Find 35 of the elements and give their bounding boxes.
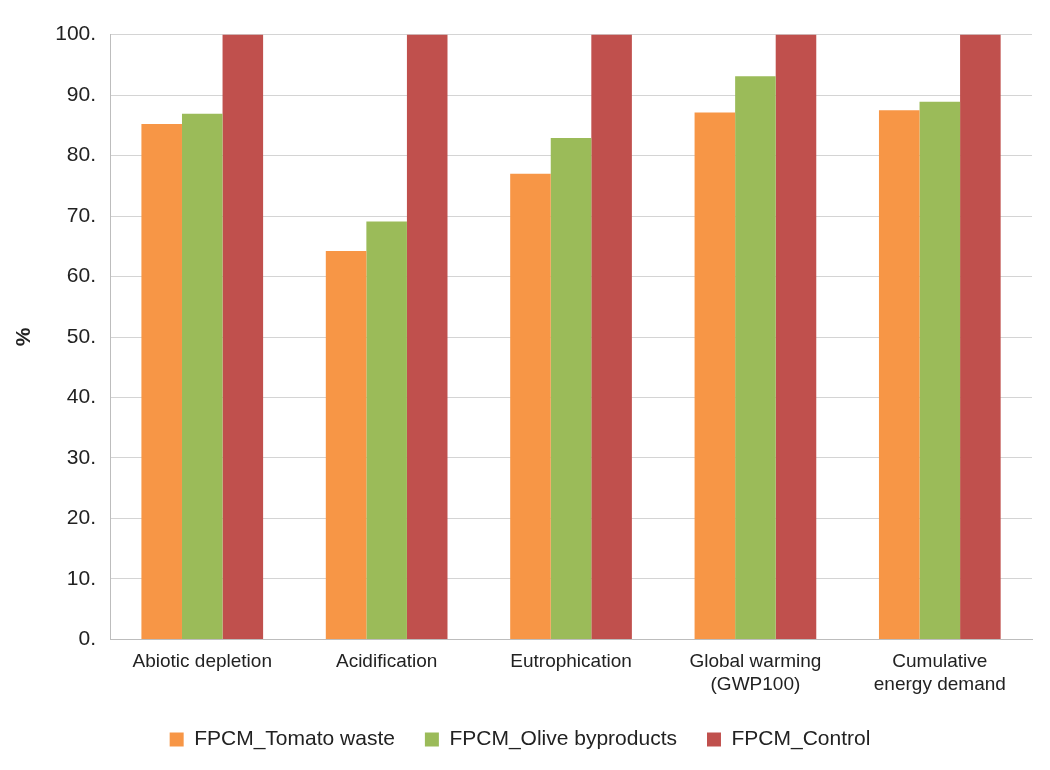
y-tick-label: 20.	[66, 505, 97, 529]
bar	[878, 110, 920, 639]
bar	[960, 34, 1001, 639]
legend-label: FPCM_Control	[731, 726, 871, 751]
y-axis-title: %	[11, 327, 35, 347]
bar	[366, 221, 407, 639]
bar	[775, 34, 817, 639]
bar	[735, 76, 776, 639]
y-tick-label: 70.	[66, 202, 97, 226]
bar	[919, 101, 961, 639]
y-tick-label: 10.	[66, 565, 97, 589]
y-tick-label: 0.	[78, 626, 97, 650]
bar	[141, 124, 182, 639]
legend-label: FPCM_Olive byproducts	[449, 726, 677, 751]
y-tick-label: 50.	[66, 323, 97, 347]
bar	[325, 251, 367, 639]
y-tick-label: 80.	[66, 142, 97, 166]
x-tick-label: Acidification	[335, 650, 438, 672]
bar	[694, 112, 736, 639]
y-tick-label: 60.	[66, 263, 97, 287]
y-tick-label: 40.	[66, 384, 97, 408]
x-tick-label: Global warming (GWP100)	[689, 650, 822, 694]
bar	[222, 34, 264, 639]
legend-label: FPCM_Tomato waste	[194, 726, 395, 751]
y-tick-label: 100.	[55, 21, 97, 45]
y-tick-label: 90.	[66, 81, 97, 105]
bar	[591, 34, 632, 639]
bar	[510, 173, 551, 639]
x-tick-label: Cumulative energy demand	[873, 650, 1006, 694]
x-tick-label: Abiotic depletion	[132, 650, 272, 672]
x-tick-label: Eutrophication	[510, 650, 632, 672]
bar	[550, 138, 592, 639]
bar	[406, 34, 448, 639]
bar	[181, 113, 223, 639]
y-tick-label: 30.	[66, 444, 97, 468]
